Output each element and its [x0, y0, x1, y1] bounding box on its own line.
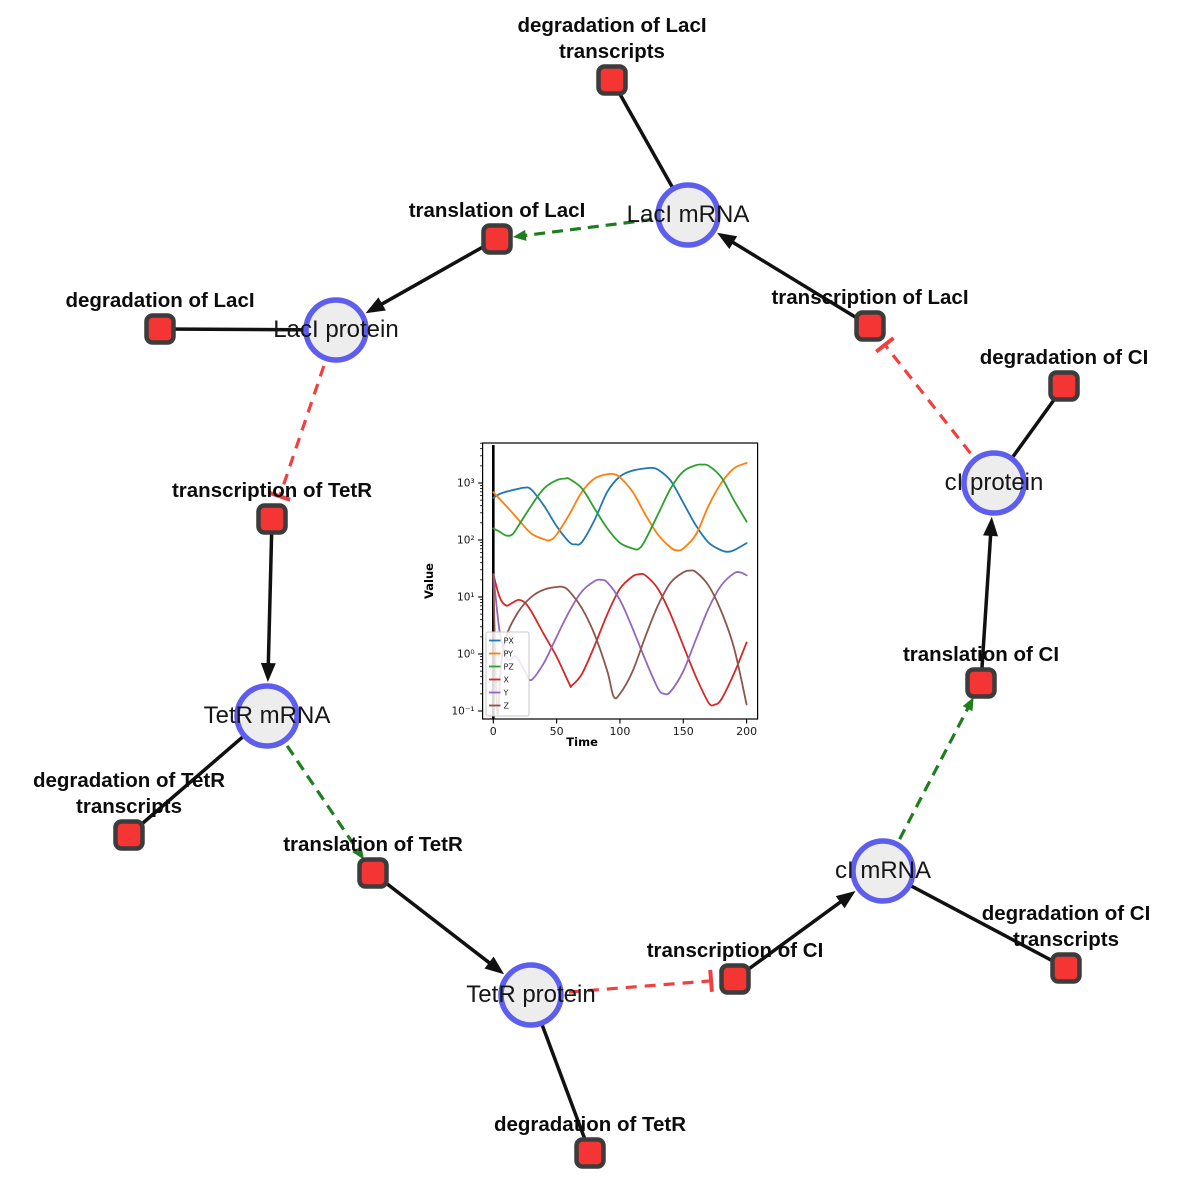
reaction-node-deg-ci-tx[interactable]	[1050, 952, 1082, 984]
reaction-node-tx-ci[interactable]	[719, 963, 751, 995]
edge-modifier-ci-mrna-to-transl-ci	[881, 706, 970, 872]
x-tick-label: 200	[736, 725, 757, 738]
x-tick-label: 150	[673, 725, 694, 738]
series-line-px	[492, 466, 748, 553]
series-line-z	[492, 569, 748, 715]
reaction-node-deg-tetr[interactable]	[574, 1137, 606, 1169]
legend-label-pz: PZ	[504, 662, 515, 671]
legend-label-y: Y	[503, 688, 509, 697]
reaction-node-transl-tetr[interactable]	[357, 857, 389, 889]
y-tick-label: 10³	[457, 478, 475, 490]
edge-production-tx-ci-to-ci-mrna	[733, 899, 844, 981]
edge-production-tx-laci-to-laci-mrna	[729, 239, 871, 328]
series-line-x	[492, 572, 748, 707]
x-axis-title: Time	[566, 735, 598, 749]
species-node-tetr-mrna[interactable]	[234, 683, 300, 749]
species-node-laci-protein[interactable]	[303, 297, 369, 363]
edge-production-transl-ci-to-ci-protein	[979, 532, 993, 684]
y-tick-label: 10¹	[457, 592, 475, 604]
legend-label-z: Z	[504, 701, 510, 710]
edge-inhibition-laci-protein-to-tx-tetr-tee-bar	[268, 490, 291, 502]
edge-production-transl-laci-to-laci-protein	[378, 237, 498, 307]
species-node-laci-mrna[interactable]	[655, 182, 721, 248]
reaction-node-deg-ci[interactable]	[1048, 370, 1080, 402]
reaction-node-tx-laci[interactable]	[854, 310, 886, 342]
species-node-ci-mrna[interactable]	[850, 838, 916, 904]
simulation-inset-chart: 0 50 100 150 200 10⁻¹ 10⁰ 10¹ 10² 10³ Time Value PX P…	[422, 442, 759, 749]
x-tick-label: 50	[550, 725, 564, 738]
edge-production-transl-tetr-to-tetr-protein	[371, 871, 493, 966]
series-line-y	[492, 571, 748, 696]
y-axis-title: Value	[422, 563, 436, 599]
nodes-layer	[113, 64, 1082, 1169]
reaction-node-tx-tetr[interactable]	[256, 503, 288, 535]
edge-production-tx-laci-to-laci-mrna-arrowhead	[717, 232, 738, 249]
legend-label-px: PX	[504, 636, 515, 645]
edge-production-tx-tetr-to-tetr-mrna-arrowhead	[260, 662, 276, 683]
edge-production-tx-tetr-to-tetr-mrna	[266, 518, 274, 667]
species-node-ci-protein[interactable]	[961, 450, 1027, 516]
species-node-tetr-protein[interactable]	[498, 962, 564, 1028]
series-line-pz	[492, 463, 748, 551]
reaction-node-deg-laci-tx[interactable]	[596, 64, 628, 96]
y-tick-label: 10⁰	[457, 649, 475, 661]
reaction-node-deg-laci[interactable]	[144, 313, 176, 345]
reaction-node-transl-ci[interactable]	[965, 667, 997, 699]
edge-production-transl-laci-to-laci-protein-arrowhead	[365, 297, 386, 314]
edge-modifier-ci-mrna-to-transl-ci-arrowhead	[962, 697, 974, 712]
edge-inhibition-tetr-protein-to-tx-ci-tee-bar	[708, 969, 714, 992]
legend-label-py: PY	[504, 649, 514, 658]
series-line-py	[492, 462, 748, 552]
reaction-node-transl-laci[interactable]	[481, 223, 513, 255]
chart-series-layer	[492, 462, 748, 715]
edge-production-tx-ci-to-ci-mrna-arrowhead	[835, 891, 856, 909]
edge-production-transl-tetr-to-tetr-protein-arrowhead	[484, 956, 505, 975]
x-tick-label: 100	[609, 725, 630, 738]
edge-production-transl-ci-to-ci-protein-arrowhead	[983, 516, 999, 537]
edge-modifier-tetr-mrna-to-transl-tetr-arrowhead	[352, 845, 365, 860]
y-tick-label: 10²	[457, 535, 475, 547]
reaction-node-deg-tetr-tx[interactable]	[113, 819, 145, 851]
legend-label-x: X	[504, 675, 510, 684]
edge-consumption-ci-mrna-to-deg-ci-tx	[882, 869, 1067, 970]
edge-modifier-laci-mrna-to-transl-laci-arrowhead	[512, 229, 527, 241]
y-tick-label: 10⁻¹	[451, 706, 474, 718]
x-tick-label: 0	[490, 725, 497, 738]
edge-inhibition-ci-protein-to-tx-laci-tee-bar	[875, 336, 895, 354]
